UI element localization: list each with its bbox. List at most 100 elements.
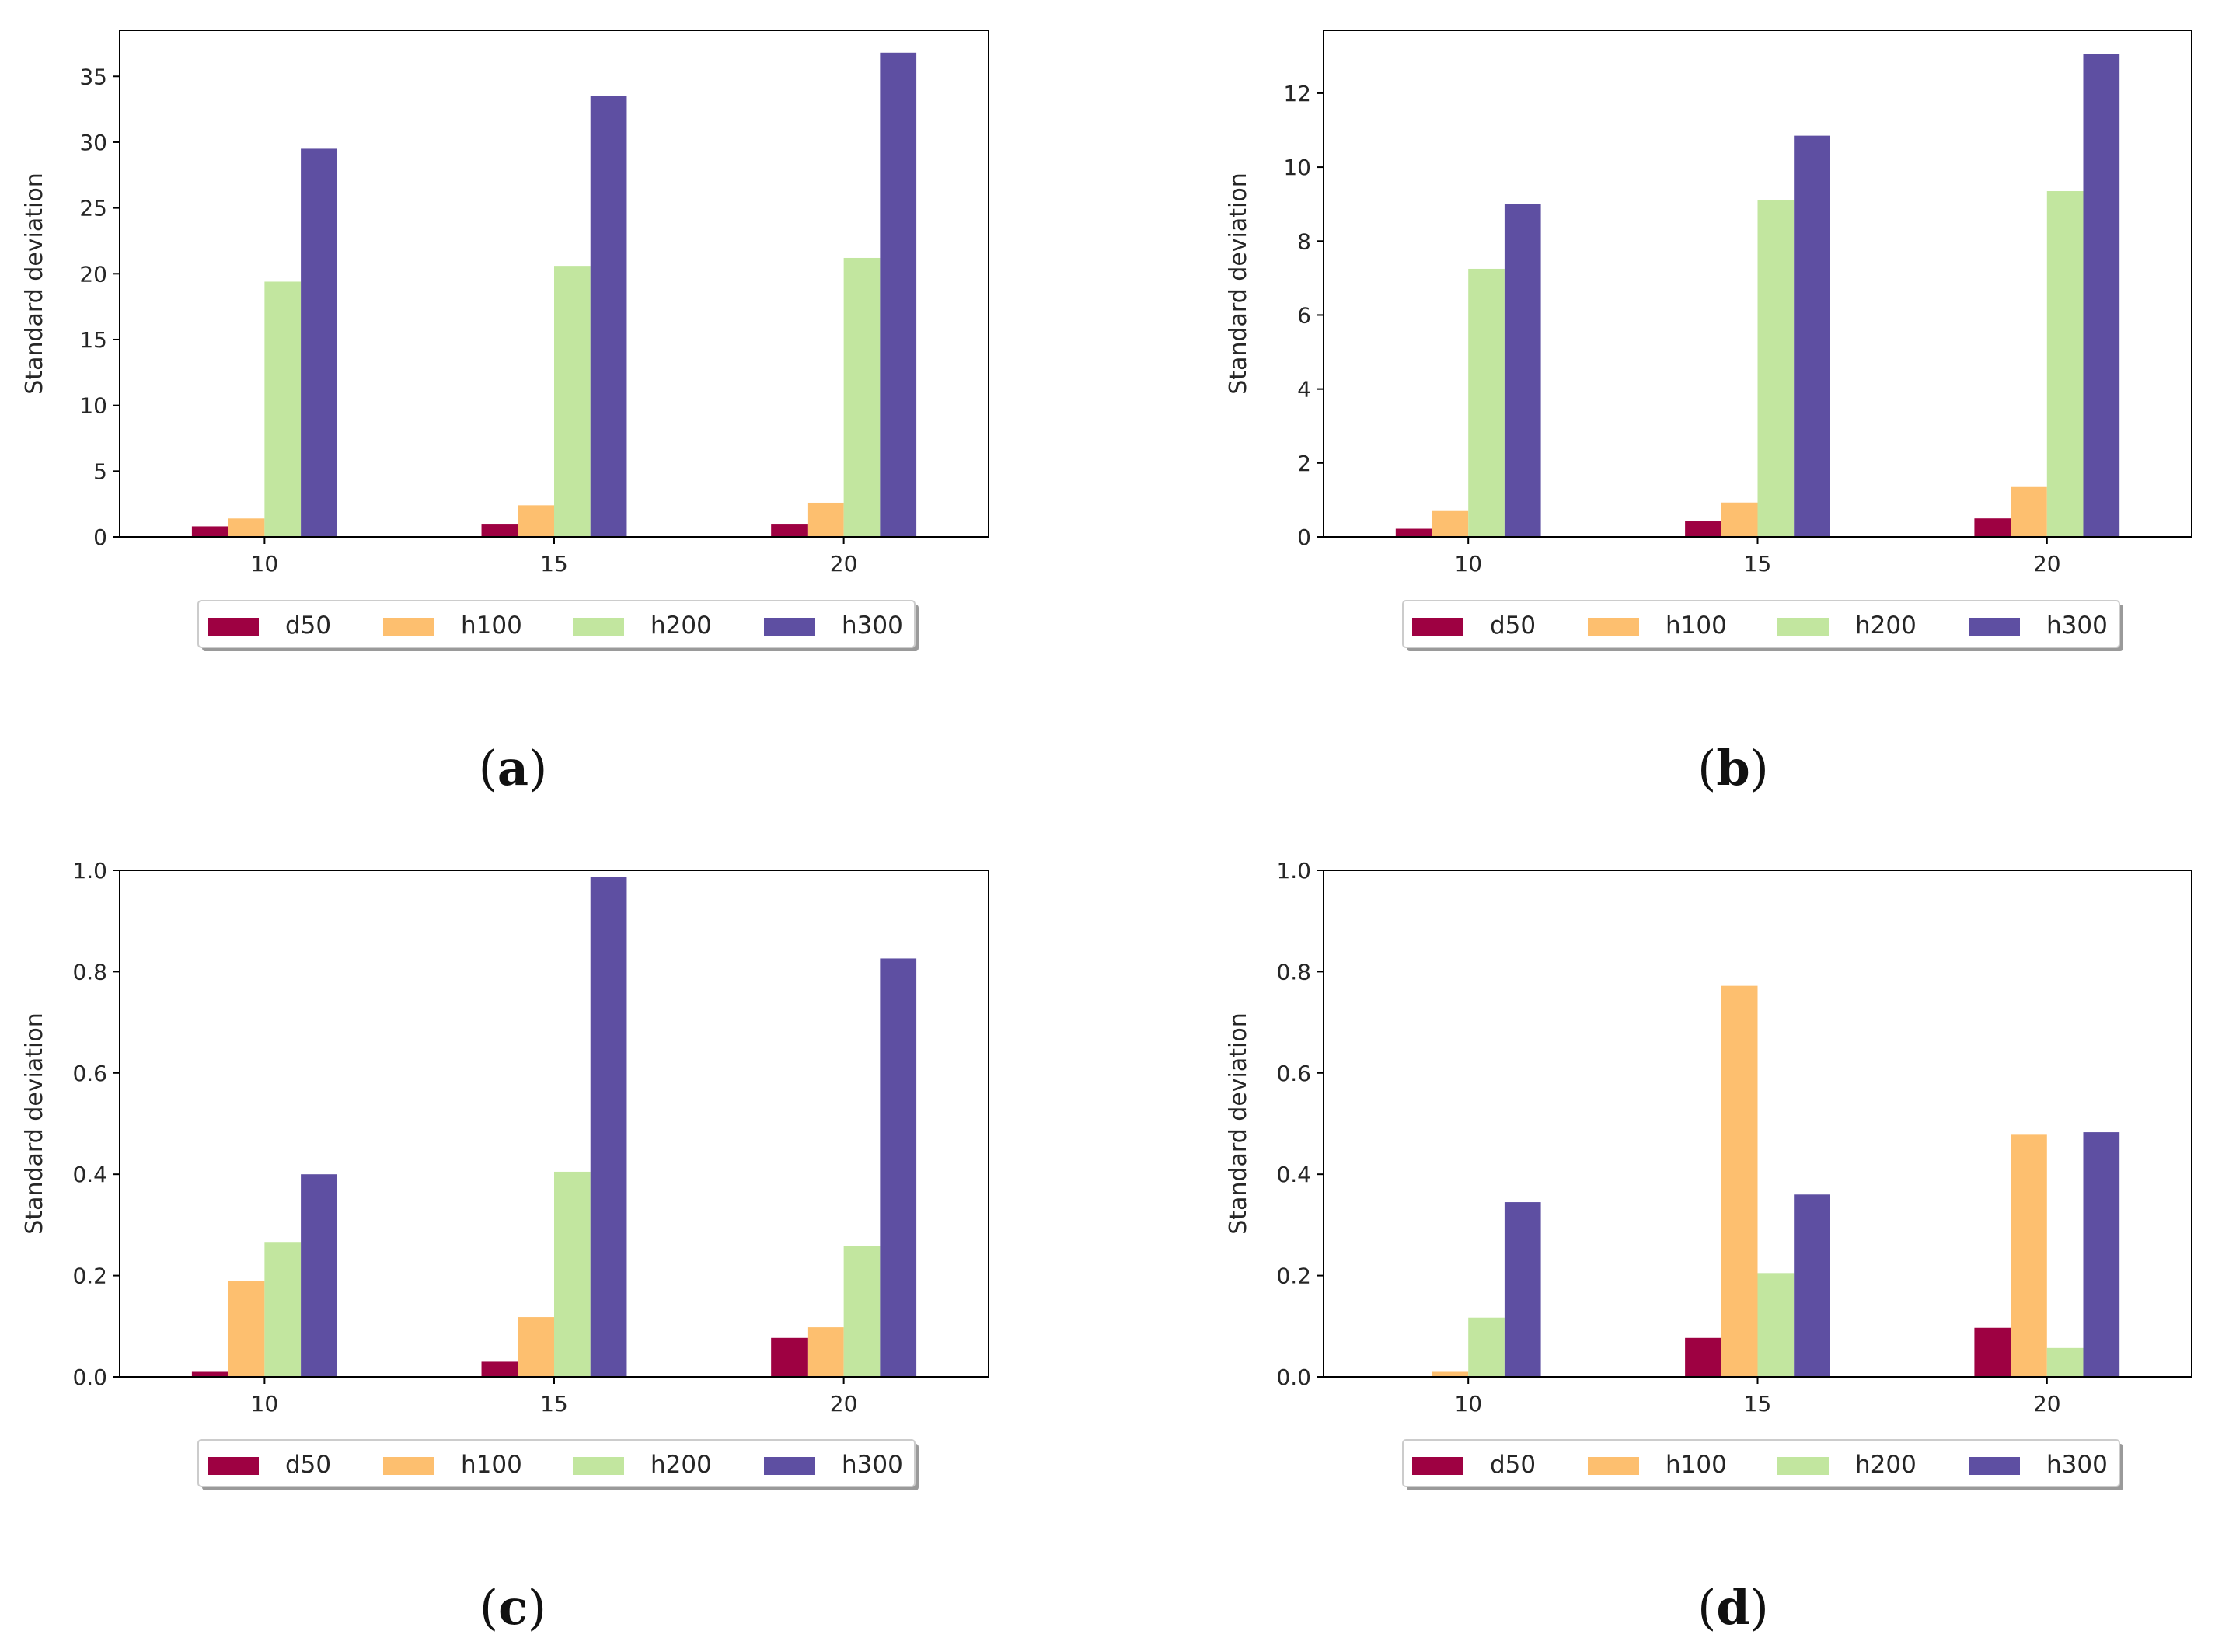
y-tick-label: 8 <box>1297 228 1311 254</box>
bar-h300-20 <box>2083 54 2120 537</box>
y-axis-label: Standard deviation <box>21 1012 48 1234</box>
panel-caption: (b) <box>1697 740 1769 796</box>
bar-h300-10 <box>301 1174 337 1377</box>
legend-label-h300: h300 <box>842 612 903 640</box>
bar-h100-20 <box>2011 486 2047 537</box>
y-tick-label: 20 <box>79 261 107 287</box>
legend-swatch-d50 <box>208 618 259 636</box>
legend-swatch-h300 <box>764 618 815 636</box>
bar-h200-15 <box>554 1171 591 1377</box>
legend-label-h200: h200 <box>1855 612 1917 640</box>
legend-box <box>1402 600 2120 648</box>
bar-d50-15 <box>1685 1337 1721 1377</box>
y-tick-label: 35 <box>79 64 107 89</box>
y-tick-label: 0.8 <box>72 959 107 985</box>
bar-h200-20 <box>2046 1347 2084 1377</box>
legend-label-d50: d50 <box>285 612 331 640</box>
bar-d50-15 <box>1685 521 1721 537</box>
panel-a: 0 5 10 15 20 25 30 35 10 15 20 Standard deviation d5… <box>21 30 989 796</box>
bar-h200-10 <box>1468 1317 1505 1377</box>
bar-h100-10 <box>1432 1371 1469 1377</box>
bar-h200-15 <box>1757 1273 1795 1377</box>
bar-h200-10 <box>264 281 302 537</box>
x-tick-label: 15 <box>540 551 568 577</box>
bar-h300-15 <box>1794 1194 1830 1377</box>
bar-h200-15 <box>554 266 591 537</box>
y-axis-label: Standard deviation <box>1225 1012 1252 1234</box>
y-tick-label: 0.2 <box>72 1263 107 1289</box>
bar-d50-10 <box>191 526 228 537</box>
bar-h300-15 <box>590 96 627 538</box>
legend-swatch-h100 <box>383 618 434 636</box>
y-tick-label: 6 <box>1297 302 1311 328</box>
bar-h100-15 <box>1721 985 1758 1377</box>
y-tick-label: 1.0 <box>1276 858 1311 884</box>
legend-label-h100: h100 <box>461 612 522 640</box>
bar-h100-20 <box>807 502 844 537</box>
legend-swatch-h200 <box>1777 1457 1829 1475</box>
bar-h300-20 <box>880 958 917 1377</box>
x-tick-label: 15 <box>1744 551 1772 577</box>
bar-d50-20 <box>1974 1327 2011 1377</box>
x-tick-label: 15 <box>1744 1391 1772 1417</box>
legend-label-h100: h100 <box>1666 1451 1727 1479</box>
legend-swatch-h200 <box>573 618 624 636</box>
bar-h200-15 <box>1757 200 1795 537</box>
y-tick-label: 0.6 <box>1276 1061 1311 1086</box>
legend-label-h100: h100 <box>1666 612 1727 640</box>
y-tick-label: 0.8 <box>1276 959 1311 985</box>
panel-caption: (c) <box>480 1579 546 1636</box>
bar-h300-15 <box>1794 135 1830 538</box>
legend-swatch-d50 <box>1412 618 1463 636</box>
legend-label-h300: h300 <box>842 1451 903 1479</box>
legend-swatch-h300 <box>1969 1457 2020 1475</box>
bar-h100-10 <box>228 1281 265 1377</box>
bar-d50-20 <box>771 524 808 537</box>
bar-h300-15 <box>590 877 627 1377</box>
legend-swatch-h100 <box>383 1457 434 1475</box>
y-tick-label: 0.0 <box>1276 1364 1311 1390</box>
bar-h200-20 <box>843 1246 881 1377</box>
y-tick-label: 0.4 <box>72 1162 107 1187</box>
bar-h300-20 <box>2083 1132 2120 1377</box>
y-tick-label: 2 <box>1297 451 1311 476</box>
bar-h200-10 <box>264 1242 302 1377</box>
legend-box <box>1402 1439 2120 1487</box>
y-tick-label: 30 <box>79 130 107 155</box>
bar-h100-10 <box>1432 510 1469 537</box>
legend-swatch-h100 <box>1588 1457 1639 1475</box>
bar-d50-20 <box>771 1337 808 1377</box>
legend-label-h200: h200 <box>1855 1451 1917 1479</box>
legend-swatch-h200 <box>573 1457 624 1475</box>
panel-caption: (d) <box>1697 1579 1769 1636</box>
bar-d50-10 <box>1395 528 1432 537</box>
y-axis-label: Standard deviation <box>21 173 48 394</box>
bar-h200-10 <box>1468 268 1505 537</box>
y-tick-label: 12 <box>1283 81 1311 106</box>
legend-label-h300: h300 <box>2046 612 2108 640</box>
bar-h100-20 <box>807 1327 844 1377</box>
bar-d50-15 <box>481 524 518 537</box>
legend-label-h200: h200 <box>651 1451 712 1479</box>
bar-h200-20 <box>2046 191 2084 537</box>
bar-h100-15 <box>518 1317 554 1377</box>
bar-h300-10 <box>1504 204 1541 537</box>
legend-label-h300: h300 <box>2046 1451 2108 1479</box>
legend-box <box>197 1439 916 1487</box>
x-tick-label: 10 <box>1454 551 1482 577</box>
bar-h300-10 <box>301 148 337 537</box>
y-axis-label: Standard deviation <box>1225 173 1252 394</box>
x-tick-label: 20 <box>2033 551 2061 577</box>
y-tick-label: 10 <box>79 393 107 419</box>
bar-h100-20 <box>2011 1134 2047 1377</box>
x-tick-label: 20 <box>2033 1391 2061 1417</box>
panel-caption: (a) <box>479 740 548 796</box>
legend-swatch-h300 <box>764 1457 815 1475</box>
y-tick-label: 0.2 <box>1276 1263 1311 1289</box>
panel-d: 0.0 0.2 0.4 0.6 0.8 1.0 10 15 20 Standard deviati… <box>1225 858 2192 1636</box>
y-tick-label: 0.0 <box>72 1364 107 1390</box>
y-tick-label: 0.4 <box>1276 1162 1311 1187</box>
panel-c: 0.0 0.2 0.4 0.6 0.8 1.0 10 15 20 Standard deviati… <box>21 858 989 1636</box>
legend-swatch-h200 <box>1777 618 1829 636</box>
y-tick-label: 15 <box>79 327 107 353</box>
